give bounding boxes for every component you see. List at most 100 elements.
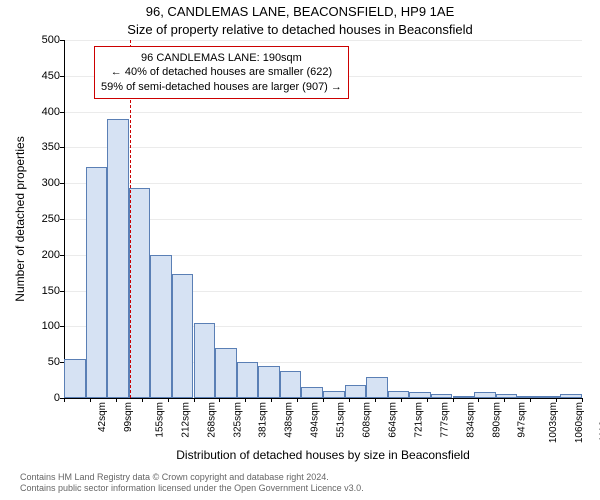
histogram-bar — [64, 359, 86, 398]
x-tick-label: 494sqm — [310, 402, 321, 438]
x-tick-label: 890sqm — [491, 402, 502, 438]
y-tick-label: 400 — [26, 106, 60, 118]
y-tick-mark — [60, 147, 64, 148]
histogram-bar — [409, 392, 431, 398]
y-tick-mark — [60, 326, 64, 327]
histogram-bar — [237, 362, 259, 398]
footer: Contains HM Land Registry data © Crown c… — [20, 472, 364, 494]
x-tick-label: 325sqm — [232, 402, 243, 438]
chart-subtitle: Size of property relative to detached ho… — [0, 22, 600, 37]
x-tick-label: 155sqm — [154, 402, 165, 438]
y-tick-label: 200 — [26, 249, 60, 261]
x-tick-label: 664sqm — [387, 402, 398, 438]
y-tick-label: 250 — [26, 213, 60, 225]
histogram-bar — [86, 167, 108, 398]
x-tick-mark — [297, 398, 298, 402]
histogram-bar — [496, 394, 518, 398]
x-tick-mark — [323, 398, 324, 402]
y-tick-mark — [60, 183, 64, 184]
x-tick-mark — [478, 398, 479, 402]
footer-line2: Contains public sector information licen… — [20, 483, 364, 494]
x-tick-label: 608sqm — [362, 402, 373, 438]
histogram-bar — [431, 394, 453, 398]
x-tick-mark — [530, 398, 531, 402]
histogram-bar — [150, 255, 172, 398]
histogram-bar — [172, 274, 194, 398]
histogram-bar — [388, 391, 410, 398]
gridline — [64, 147, 582, 148]
histogram-bar — [560, 394, 582, 398]
gridline — [64, 112, 582, 113]
x-tick-mark — [271, 398, 272, 402]
info-box-line: 59% of semi-detached houses are larger (… — [101, 80, 342, 94]
y-tick-label: 0 — [26, 392, 60, 404]
gridline — [64, 183, 582, 184]
y-tick-label: 100 — [26, 320, 60, 332]
y-tick-mark — [60, 255, 64, 256]
x-tick-label: 42sqm — [97, 402, 108, 432]
histogram-bar — [258, 366, 280, 398]
plot-area: 96 CANDLEMAS LANE: 190sqm← 40% of detach… — [64, 40, 582, 398]
x-tick-label: 551sqm — [336, 402, 347, 438]
y-tick-mark — [60, 112, 64, 113]
histogram-bar — [345, 385, 367, 398]
x-axis-label: Distribution of detached houses by size … — [64, 448, 582, 462]
x-tick-label: 1003sqm — [548, 402, 559, 443]
gridline — [64, 40, 582, 41]
x-tick-label: 438sqm — [284, 402, 295, 438]
x-tick-mark — [90, 398, 91, 402]
x-tick-label: 721sqm — [413, 402, 424, 438]
histogram-bar — [194, 323, 216, 398]
chart-title: 96, CANDLEMAS LANE, BEACONSFIELD, HP9 1A… — [0, 4, 600, 19]
y-tick-label: 500 — [26, 34, 60, 46]
x-tick-label: 212sqm — [180, 402, 191, 438]
x-tick-mark — [64, 398, 65, 402]
x-tick-mark — [168, 398, 169, 402]
histogram-bar — [129, 188, 151, 398]
footer-line1: Contains HM Land Registry data © Crown c… — [20, 472, 364, 483]
x-tick-mark — [194, 398, 195, 402]
y-tick-mark — [60, 219, 64, 220]
y-tick-label: 300 — [26, 177, 60, 189]
histogram-bar — [301, 387, 323, 398]
y-tick-mark — [60, 362, 64, 363]
info-box-line: 96 CANDLEMAS LANE: 190sqm — [101, 51, 342, 65]
x-tick-mark — [401, 398, 402, 402]
info-box-line: ← 40% of detached houses are smaller (62… — [101, 65, 342, 79]
y-tick-label: 150 — [26, 285, 60, 297]
y-tick-label: 350 — [26, 141, 60, 153]
x-tick-label: 381sqm — [258, 402, 269, 438]
x-tick-mark — [219, 398, 220, 402]
x-tick-mark — [504, 398, 505, 402]
y-axis-label: Number of detached properties — [13, 136, 27, 301]
histogram-bar — [474, 392, 496, 398]
histogram-bar — [539, 396, 561, 398]
chart-container: 96, CANDLEMAS LANE, BEACONSFIELD, HP9 1A… — [0, 0, 600, 500]
histogram-bar — [280, 371, 302, 398]
x-tick-mark — [245, 398, 246, 402]
x-tick-label: 834sqm — [465, 402, 476, 438]
histogram-bar — [107, 119, 129, 398]
x-tick-mark — [116, 398, 117, 402]
x-tick-mark — [582, 398, 583, 402]
x-tick-mark — [142, 398, 143, 402]
x-tick-label: 1060sqm — [574, 402, 585, 443]
y-tick-mark — [60, 40, 64, 41]
y-tick-label: 450 — [26, 70, 60, 82]
x-tick-mark — [375, 398, 376, 402]
info-box: 96 CANDLEMAS LANE: 190sqm← 40% of detach… — [94, 46, 349, 99]
x-tick-label: 777sqm — [439, 402, 450, 438]
x-tick-label: 947sqm — [517, 402, 528, 438]
y-tick-label: 50 — [26, 356, 60, 368]
x-tick-label: 268sqm — [206, 402, 217, 438]
x-tick-mark — [349, 398, 350, 402]
y-tick-mark — [60, 76, 64, 77]
y-axis-label-wrap: Number of detached properties — [14, 40, 26, 398]
histogram-bar — [366, 377, 388, 398]
histogram-bar — [453, 396, 475, 398]
x-tick-mark — [453, 398, 454, 402]
x-tick-label: 99sqm — [123, 402, 134, 432]
histogram-bar — [323, 391, 345, 398]
y-tick-mark — [60, 291, 64, 292]
x-tick-mark — [427, 398, 428, 402]
